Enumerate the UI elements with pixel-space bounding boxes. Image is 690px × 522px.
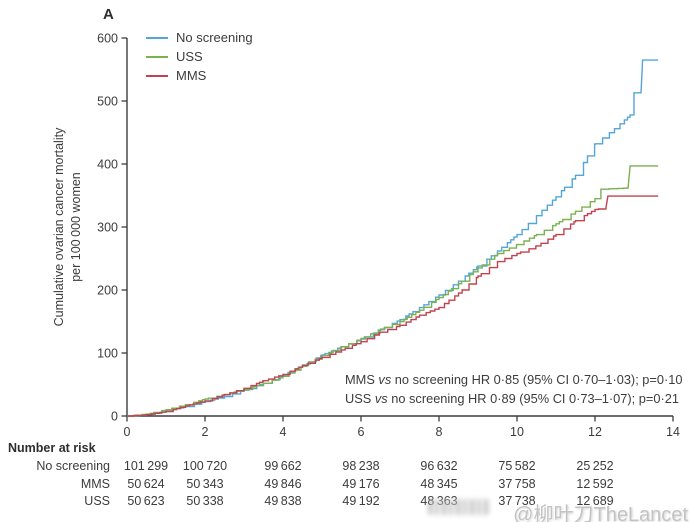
y-axis-label-line1: Cumulative ovarian cancer mortality bbox=[52, 127, 66, 327]
risk-cell: 50 343 bbox=[186, 476, 224, 491]
risk-cell: 48 345 bbox=[420, 476, 458, 491]
y-tick-label: 500 bbox=[97, 95, 118, 109]
annotation-stats: no screening HR 0·85 (95% CI 0·70–1·03);… bbox=[391, 372, 683, 387]
legend-item-mms: MMS bbox=[146, 66, 253, 85]
risk-row-label: MMS bbox=[80, 476, 110, 491]
legend-label: No screening bbox=[176, 30, 253, 45]
legend-line-swatch bbox=[146, 36, 168, 39]
risk-row-label: USS bbox=[84, 494, 110, 508]
legend-line-swatch bbox=[146, 74, 168, 77]
x-tick-label: 12 bbox=[588, 425, 602, 439]
risk-cell: 98 238 bbox=[342, 459, 380, 473]
y-tick-label: 0 bbox=[111, 410, 118, 424]
risk-cell: 25 252 bbox=[576, 459, 614, 473]
hr-annotation: MMS vs no screening HR 0·85 (95% CI 0·70… bbox=[345, 370, 683, 408]
risk-cell: 100 720 bbox=[182, 459, 228, 473]
risk-cell: 37 738 bbox=[498, 494, 536, 508]
risk-cell: 50 623 bbox=[127, 494, 165, 508]
series-line-no-screening bbox=[127, 59, 659, 417]
risk-cell: 49 192 bbox=[342, 494, 380, 508]
y-axis-label-line2: per 100 000 women bbox=[69, 172, 83, 282]
risk-cell: 12 689 bbox=[576, 494, 614, 508]
series-line-mms bbox=[127, 195, 659, 417]
annotation-vs: vs bbox=[374, 391, 388, 406]
risk-cell: 37 758 bbox=[498, 476, 536, 491]
y-tick-label: 400 bbox=[97, 158, 118, 172]
legend-label: USS bbox=[176, 49, 203, 64]
hr-annotation-line-mms: MMS vs no screening HR 0·85 (95% CI 0·70… bbox=[345, 370, 683, 389]
annotation-arm: MMS bbox=[345, 372, 375, 387]
risk-cell: 101 299 bbox=[123, 459, 169, 473]
risk-cell: 49 838 bbox=[264, 494, 302, 508]
y-tick-label: 300 bbox=[97, 221, 118, 235]
x-tick-label: 14 bbox=[666, 425, 680, 439]
annotation-arm: USS bbox=[345, 391, 372, 406]
legend-item-no-screening: No screening bbox=[146, 28, 253, 47]
x-tick-label: 2 bbox=[202, 425, 209, 439]
watermark-text: @柳叶刀TheLancet bbox=[513, 504, 688, 522]
watermark-smudge bbox=[428, 499, 490, 515]
x-tick-label: 6 bbox=[358, 425, 365, 439]
y-axis-label: Cumulative ovarian cancer mortality per … bbox=[51, 47, 85, 407]
risk-cell: 12 592 bbox=[576, 476, 614, 491]
panel-label: A bbox=[103, 6, 114, 23]
x-tick-label: 8 bbox=[436, 425, 443, 439]
risk-cell: 75 582 bbox=[498, 459, 536, 473]
x-tick-label: 0 bbox=[124, 425, 131, 439]
legend-item-uss: USS bbox=[146, 47, 253, 66]
risk-cell: 50 624 bbox=[127, 476, 165, 491]
risk-cell: 96 632 bbox=[420, 459, 458, 473]
risk-cell: 50 338 bbox=[186, 494, 224, 508]
risk-cell: 99 662 bbox=[264, 459, 302, 473]
annotation-vs: vs bbox=[378, 372, 392, 387]
mortality-chart: 0 100 200 300 400 500 600 0 2 4 6 8 10 12 14 bbox=[97, 32, 680, 440]
hr-annotation-line-uss: USS vs no screening HR 0·89 (95% CI 0·73… bbox=[345, 389, 683, 408]
annotation-stats: no screening HR 0·89 (95% CI 0·73–1·07);… bbox=[387, 391, 679, 406]
legend-line-swatch bbox=[146, 55, 168, 58]
number-at-risk-title: Number at risk bbox=[8, 441, 96, 455]
x-tick-label: 10 bbox=[510, 425, 524, 439]
legend: No screening USS MMS bbox=[146, 28, 253, 85]
y-tick-label: 100 bbox=[97, 347, 118, 361]
risk-cell: 49 176 bbox=[342, 476, 380, 491]
legend-label: MMS bbox=[176, 68, 207, 83]
y-tick-label: 600 bbox=[97, 32, 118, 46]
risk-row-label: No screening bbox=[36, 459, 110, 473]
risk-cell: 49 846 bbox=[264, 476, 302, 491]
axes bbox=[126, 38, 673, 417]
y-tick-label: 200 bbox=[97, 284, 118, 298]
x-tick-label: 4 bbox=[280, 425, 287, 439]
